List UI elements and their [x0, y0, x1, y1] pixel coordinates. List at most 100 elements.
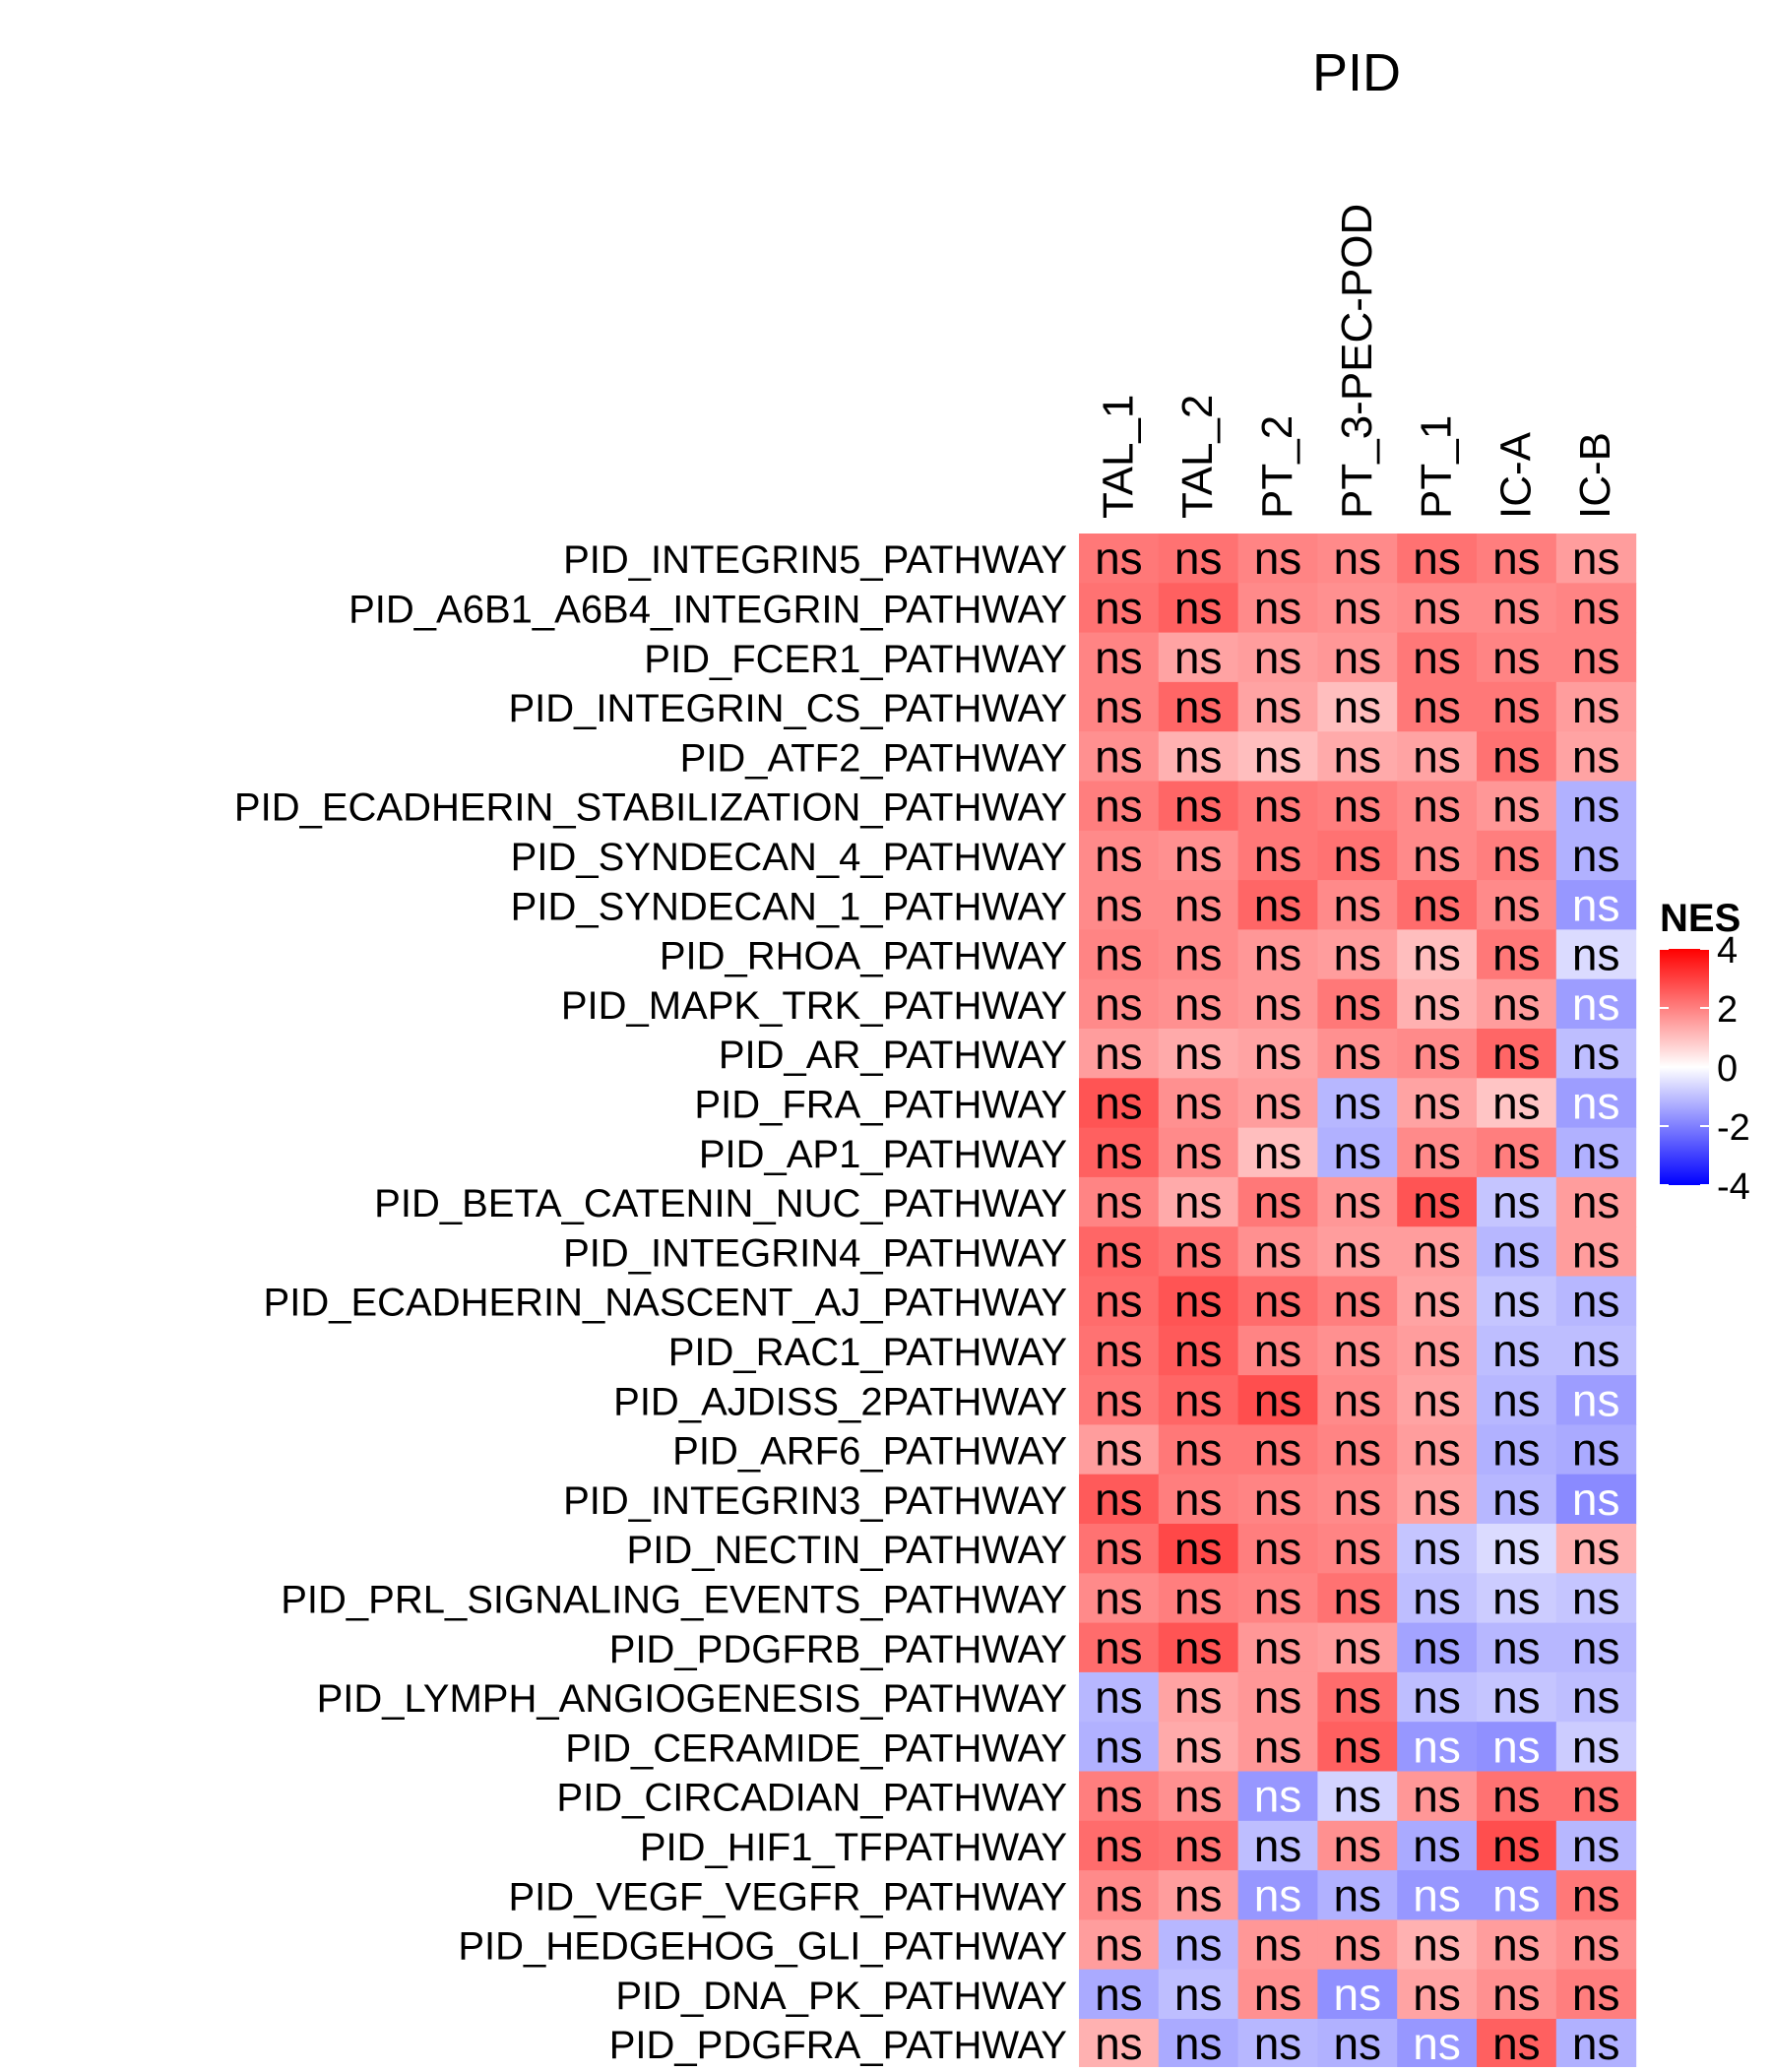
heatmap-cell: [1079, 929, 1160, 980]
heatmap-cell: [1079, 830, 1160, 881]
row-label: PID_RHOA_PATHWAY: [660, 935, 1067, 978]
heatmap-cell: [1477, 929, 1557, 980]
cell-label: ns: [1254, 781, 1302, 832]
heatmap-cell: [1477, 2019, 1557, 2069]
heatmap-cell: [1317, 1671, 1398, 1723]
heatmap-cell: [1397, 830, 1478, 881]
heatmap-cell: [1477, 1424, 1557, 1476]
cell-label: ns: [1492, 1424, 1541, 1476]
heatmap-cell: [1237, 1375, 1318, 1425]
cell-label: ns: [1174, 1869, 1223, 1920]
cell-label: ns: [1174, 1622, 1223, 1673]
cell-label: ns: [1572, 681, 1620, 732]
column-labels: TAL_1 TAL_2 PT_2 PT_3-PEC-POD PT_1 IC-A IC-B: [1094, 204, 1619, 519]
heatmap-cell: [1237, 2019, 1318, 2069]
cell-label: ns: [1095, 1127, 1143, 1178]
heatmap-cell: [1158, 1029, 1239, 1079]
column-label: TAL_2: [1173, 395, 1222, 519]
row-label: PID_HIF1_TFPATHWAY: [640, 1826, 1067, 1869]
heatmap-cell: [1477, 1325, 1557, 1376]
cell-label: ns: [1095, 1721, 1143, 1772]
cell-label: ns: [1572, 1028, 1620, 1079]
row-label: PID_CERAMIDE_PATHWAY: [565, 1727, 1067, 1770]
cell-label: ns: [1334, 730, 1382, 782]
heatmap-cell: [1317, 1127, 1398, 1178]
cell-label: ns: [1334, 879, 1382, 930]
cell-label: ns: [1254, 1671, 1302, 1723]
cell-label: ns: [1572, 1225, 1620, 1277]
heatmap-cell: [1237, 1573, 1318, 1624]
heatmap-cell: [1397, 1176, 1478, 1227]
cell-label: ns: [1413, 830, 1461, 881]
heatmap-cell: [1477, 681, 1557, 732]
cell-label: ns: [1254, 1424, 1302, 1476]
cell-label: ns: [1095, 1424, 1143, 1476]
cell-label: ns: [1095, 1820, 1143, 1871]
cell-label: ns: [1254, 830, 1302, 881]
heatmap-cell: [1237, 1524, 1318, 1574]
heatmap-cell: [1555, 1969, 1637, 2020]
heatmap-cell: [1158, 978, 1239, 1030]
cell-label: ns: [1334, 1919, 1382, 1971]
heatmap-cell: [1237, 632, 1318, 683]
heatmap-cell: [1079, 1870, 1160, 1920]
cell-label: ns: [1572, 1523, 1620, 1574]
cell-label: ns: [1254, 1869, 1302, 1920]
cell-label: ns: [1095, 1325, 1143, 1376]
row-label: PID_ECADHERIN_STABILIZATION_PATHWAY: [234, 786, 1067, 830]
cell-label: ns: [1413, 1028, 1461, 1079]
cell-label: ns: [1492, 1325, 1541, 1376]
cell-label: ns: [1254, 1820, 1302, 1871]
heatmap-cell: [1237, 1424, 1318, 1476]
cell-label: ns: [1413, 1969, 1461, 2020]
cell-label: ns: [1174, 582, 1223, 633]
heatmap-cell: [1397, 1325, 1478, 1376]
cell-label: ns: [1492, 879, 1541, 930]
heatmap-cell: [1477, 978, 1557, 1030]
cell-label: ns: [1254, 978, 1302, 1030]
heatmap-cell: [1317, 2019, 1398, 2069]
cell-label: ns: [1413, 632, 1461, 683]
cell-label: ns: [1174, 730, 1223, 782]
heatmap-cell: [1397, 1375, 1478, 1425]
heatmap-cell: [1555, 632, 1637, 683]
heatmap-cell: [1158, 1375, 1239, 1425]
cell-label: ns: [1174, 1523, 1223, 1574]
cell-label: ns: [1254, 1325, 1302, 1376]
cell-label: ns: [1572, 929, 1620, 980]
cell-label: ns: [1095, 632, 1143, 683]
heatmap-cell: [1397, 1127, 1478, 1178]
heatmap-cell: [1477, 1524, 1557, 1574]
cell-label: ns: [1572, 1374, 1620, 1425]
row-label: PID_FCER1_PATHWAY: [644, 638, 1067, 681]
heatmap-cell: [1079, 2019, 1160, 2069]
cell-label: ns: [1413, 1671, 1461, 1723]
heatmap-cell: [1079, 1919, 1160, 1971]
row-label: PID_RAC1_PATHWAY: [668, 1331, 1067, 1374]
cell-label: ns: [1095, 730, 1143, 782]
heatmap-cell: [1477, 583, 1557, 634]
cell-label: ns: [1334, 582, 1382, 633]
heatmap-cell: [1477, 830, 1557, 881]
heatmap-cell: [1079, 1325, 1160, 1376]
heatmap-cell: [1397, 1870, 1478, 1920]
heatmap-cell: [1555, 1424, 1637, 1476]
heatmap-cell: [1079, 1276, 1160, 1327]
heatmap-cell: [1158, 681, 1239, 732]
cell-label: ns: [1413, 1276, 1461, 1327]
cell-label: ns: [1174, 632, 1223, 683]
heatmap-cell: [1079, 1820, 1160, 1871]
cell-label: ns: [1174, 1820, 1223, 1871]
row-label: PID_SYNDECAN_1_PATHWAY: [511, 885, 1067, 928]
heatmap-cell: [1555, 1474, 1637, 1525]
heatmap-cell: [1397, 1276, 1478, 1327]
heatmap-cell: [1158, 929, 1239, 980]
cell-label: ns: [1572, 1721, 1620, 1772]
heatmap-cell: [1237, 1226, 1318, 1278]
cell-label: ns: [1174, 1374, 1223, 1425]
cell-label: ns: [1334, 1276, 1382, 1327]
heatmap-cell: [1158, 583, 1239, 634]
cell-label: ns: [1492, 830, 1541, 881]
